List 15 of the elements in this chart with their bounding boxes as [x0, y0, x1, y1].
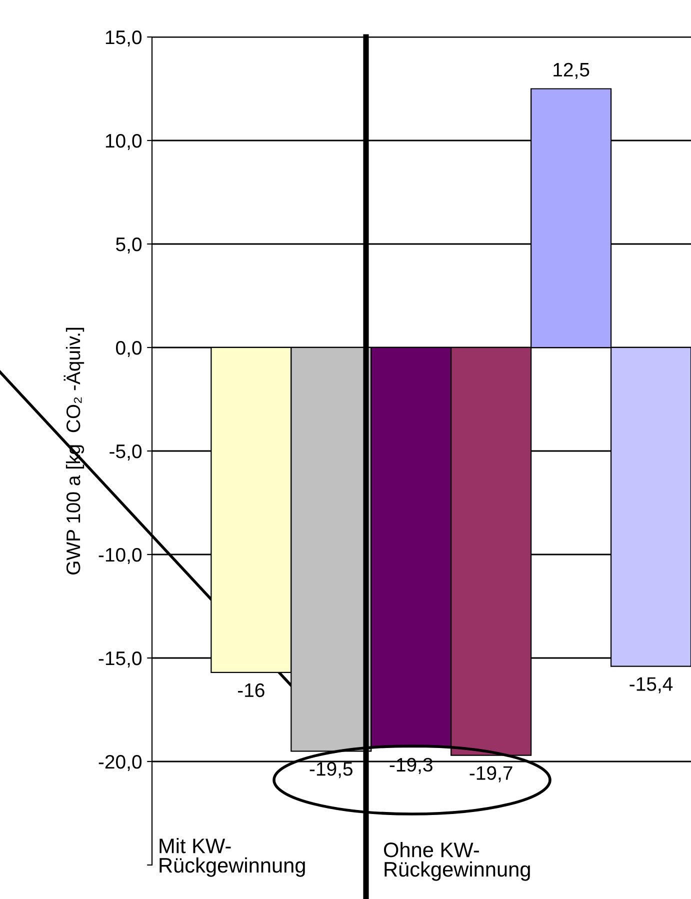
y-tick-label: -15,0: [98, 651, 142, 668]
y-tick-label: -5,0: [110, 444, 142, 461]
data-label: -19,7: [470, 766, 512, 782]
data-label: 12,5: [554, 62, 590, 79]
y-tick-label: 0,0: [116, 340, 142, 358]
y-tick-label: 10,0: [106, 134, 142, 150]
y-tick-label: -20,0: [98, 754, 142, 772]
data-label: -16: [238, 683, 264, 698]
y-tick-label: 5,0: [116, 237, 142, 254]
annotation: Mit KW- Rückgewinnung: [160, 838, 305, 877]
y-tick-label: 15,0: [106, 30, 142, 47]
annotation: Ohne KW- Rückgewinnung: [384, 842, 530, 881]
y-tick-label: -10,0: [98, 548, 142, 564]
data-label: -19,5: [310, 762, 352, 778]
data-label: -15,4: [630, 677, 673, 694]
